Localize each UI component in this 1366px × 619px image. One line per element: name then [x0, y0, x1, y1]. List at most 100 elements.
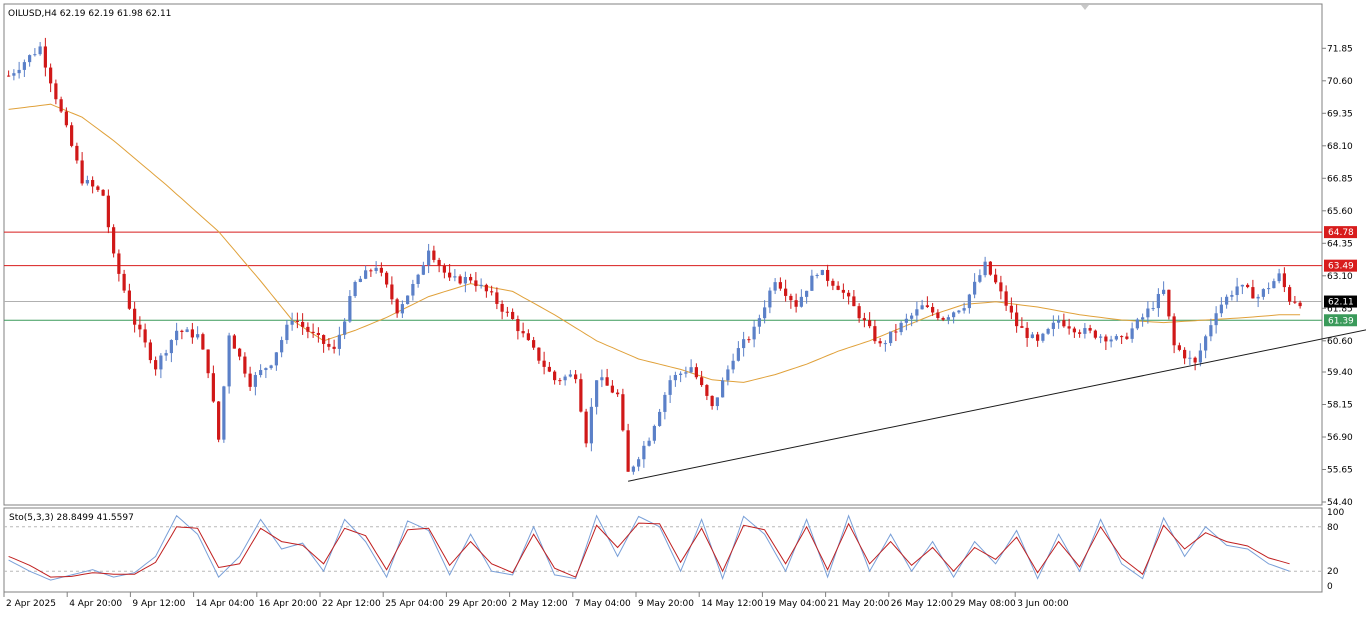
candle-body [327, 343, 331, 347]
candle-body [589, 406, 593, 444]
candle-body [673, 374, 677, 381]
candle-body [1235, 286, 1239, 296]
price-tick-label: 68.10 [1327, 142, 1353, 152]
candle-body [1004, 291, 1008, 306]
candle-body [967, 294, 971, 309]
candle-body [1188, 357, 1192, 359]
price-tick-label: 63.10 [1327, 272, 1353, 282]
candle-body [999, 282, 1003, 292]
stochastic [4, 514, 1322, 581]
level-badge [1324, 295, 1357, 308]
candle-body [721, 380, 725, 398]
candle-body [154, 360, 158, 370]
candle-body [1204, 336, 1208, 351]
candle-body [91, 180, 95, 187]
candle-body [269, 365, 273, 369]
candle-body [736, 348, 740, 361]
candle-body [610, 385, 614, 393]
candle-body [379, 267, 383, 273]
candle-body [679, 373, 683, 375]
candle-body [584, 411, 588, 444]
candle-body [12, 73, 16, 76]
candle-body [316, 332, 320, 336]
candle-body [931, 306, 935, 313]
price-tick-label: 60.60 [1327, 337, 1353, 347]
candle-body [1093, 330, 1097, 338]
candle-body [605, 377, 609, 386]
candle-body [495, 292, 499, 304]
candle-body [1230, 295, 1234, 297]
candle-body [652, 425, 656, 441]
candle-body [227, 335, 231, 387]
candle-body [416, 274, 420, 285]
candle-body [1020, 326, 1024, 328]
stochastic-axis: 100 80 20 0 [1327, 508, 1344, 592]
time-tick-label: 21 May 20:00 [828, 599, 890, 609]
time-tick-label: 2 May 12:00 [512, 599, 568, 609]
candle-body [1072, 328, 1076, 333]
candle-body [1099, 336, 1103, 338]
candle-body [694, 367, 698, 378]
candle-body [458, 276, 462, 284]
candle-body [768, 290, 772, 308]
candle-body [1046, 328, 1050, 334]
candle-body [799, 296, 803, 307]
candle-body [773, 282, 777, 291]
candle-body [190, 329, 194, 338]
moving-average-line [8, 103, 1301, 383]
candle-body [337, 334, 341, 349]
candle-body [1162, 289, 1166, 294]
trendline[interactable] [628, 312, 1366, 482]
candle-body [1109, 339, 1113, 342]
candle-body [33, 54, 37, 56]
candle-body [17, 69, 21, 74]
candles [7, 37, 1302, 475]
candle-body [112, 227, 116, 254]
candle-body [358, 278, 362, 282]
candle-body [1183, 349, 1187, 359]
stochastic-tick-label: 100 [1327, 508, 1344, 518]
candle-body [385, 272, 389, 285]
shift-marker-icon[interactable] [1081, 5, 1089, 10]
candle-body [201, 334, 205, 350]
candle-body [1251, 287, 1255, 299]
candle-body [1062, 320, 1066, 327]
candle-body [521, 331, 525, 334]
candle-body [406, 295, 410, 305]
candle-body [175, 330, 179, 341]
candle-body [978, 275, 982, 282]
candle-body [836, 285, 840, 290]
level-badge [1324, 226, 1357, 239]
candle-body [852, 296, 856, 307]
candle-body [28, 55, 32, 63]
candle-body [726, 369, 730, 381]
candle-body [1282, 273, 1286, 288]
candle-body [374, 267, 378, 271]
candle-body [889, 331, 893, 344]
candle-body [815, 274, 819, 276]
candle-body [1214, 313, 1218, 326]
candle-body [689, 367, 693, 373]
candle-body [217, 401, 221, 440]
candle-body [427, 250, 431, 266]
candle-body [96, 186, 100, 190]
candle-body [862, 318, 866, 321]
candle-body [322, 335, 326, 344]
price-tick-label: 70.60 [1327, 77, 1353, 87]
price-tick-label: 71.85 [1327, 44, 1353, 54]
candle-body [206, 349, 210, 374]
level-badge-label: 61.39 [1328, 316, 1354, 326]
candle-body [663, 394, 667, 412]
stochastic-main-line [8, 514, 1290, 581]
price-tick-label: 56.90 [1327, 433, 1353, 443]
candle-body [364, 270, 368, 279]
candle-body [185, 329, 189, 332]
price-tick-label: 61.85 [1327, 304, 1353, 314]
candle-body [1015, 312, 1019, 327]
support-trendline[interactable] [628, 312, 1366, 482]
candle-body [526, 333, 530, 341]
candle-body [600, 377, 604, 381]
candle-body [1240, 284, 1244, 287]
candle-body [59, 99, 63, 112]
